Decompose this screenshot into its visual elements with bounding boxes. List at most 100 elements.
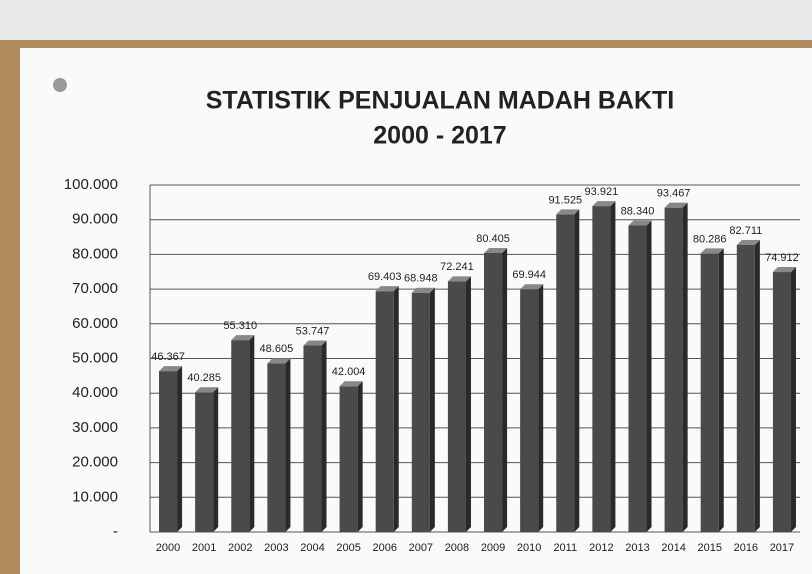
bar	[484, 248, 507, 532]
bar-front	[267, 363, 285, 532]
bar-front	[376, 291, 394, 532]
bar	[340, 381, 363, 532]
bar-side	[177, 366, 182, 532]
y-tick-label: 10.000	[72, 488, 118, 505]
chart-title: STATISTIK PENJUALAN MADAH BAKTI	[206, 87, 675, 115]
value-label: 80.286	[693, 233, 727, 245]
bar	[556, 209, 579, 532]
page: {"chart_data": {"type": "bar3d", "title"…	[0, 0, 812, 574]
bar	[520, 284, 543, 532]
bar-side	[213, 387, 218, 532]
y-tick-label: 30.000	[72, 419, 118, 436]
value-label: 91.525	[548, 194, 582, 206]
bar	[412, 288, 435, 532]
bar-front	[412, 293, 430, 532]
bar-side	[791, 267, 796, 532]
bar-side	[466, 276, 471, 532]
bar	[376, 286, 399, 532]
bar-front	[195, 392, 213, 532]
x-tick-label: 2003	[264, 542, 288, 554]
bar	[448, 276, 471, 532]
bar-front	[592, 206, 610, 532]
x-tick-label: 2000	[156, 542, 180, 554]
bar-front	[159, 371, 177, 532]
x-tick-label: 2002	[228, 542, 252, 554]
value-label: 93.467	[657, 188, 691, 200]
bar-side	[430, 288, 435, 532]
bar-front	[303, 345, 321, 532]
pin	[53, 78, 67, 92]
bar	[737, 240, 760, 532]
x-tick-label: 2017	[770, 542, 794, 554]
bar-front	[665, 208, 683, 532]
value-label: 74.912	[765, 252, 799, 264]
x-tick-label: 2001	[192, 542, 216, 554]
bar-side	[683, 203, 688, 532]
bar-side	[719, 248, 724, 532]
x-tick-label: 2016	[734, 542, 758, 554]
bar-side	[502, 248, 507, 532]
y-tick-label: 40.000	[72, 384, 118, 401]
bar-front	[737, 245, 755, 532]
bar-side	[285, 358, 290, 532]
value-label: 42.004	[332, 366, 366, 378]
x-tick-label: 2008	[445, 542, 469, 554]
bar	[159, 366, 182, 532]
bar-side	[358, 381, 363, 532]
y-tick-label: 70.000	[72, 280, 118, 297]
value-label: 46.367	[151, 351, 185, 363]
value-label: 72.241	[440, 261, 474, 273]
bar-side	[574, 209, 579, 532]
value-label: 55.310	[223, 320, 257, 332]
y-tick-label: 50.000	[72, 349, 118, 366]
bar-front	[556, 214, 574, 532]
value-label: 88.340	[621, 205, 655, 217]
bar-front	[484, 253, 502, 532]
y-tick-label: 90.000	[72, 211, 118, 228]
bar-front	[773, 272, 791, 532]
bar-side	[610, 201, 615, 532]
value-label: 69.944	[512, 269, 546, 281]
bar-front	[701, 253, 719, 532]
value-label: 68.948	[404, 273, 438, 285]
x-tick-label: 2006	[372, 542, 396, 554]
x-tick-label: 2012	[589, 542, 613, 554]
chart-subtitle: 2000 - 2017	[373, 122, 506, 150]
bar-front	[231, 340, 249, 532]
y-tick-label: 20.000	[72, 454, 118, 471]
x-tick-label: 2010	[517, 542, 541, 554]
bar-front	[628, 225, 646, 532]
x-tick-label: 2013	[625, 542, 649, 554]
bar-side	[394, 286, 399, 532]
value-label: 82.711	[729, 225, 762, 237]
value-label: 53.747	[296, 325, 330, 337]
x-tick-label: 2014	[661, 542, 685, 554]
bar	[701, 248, 724, 532]
x-tick-label: 2004	[300, 542, 324, 554]
y-tick-label: 60.000	[72, 315, 118, 332]
bar-side	[322, 340, 327, 532]
x-tick-label: 2009	[481, 542, 505, 554]
bar-side	[647, 220, 652, 532]
bar	[773, 267, 796, 532]
y-tick-label: 80.000	[72, 245, 118, 262]
y-tick-label: 100.000	[64, 176, 118, 193]
bar-front	[520, 289, 538, 532]
bar	[195, 387, 218, 532]
bar-side	[249, 335, 254, 532]
bar	[592, 201, 615, 532]
bar-front	[340, 386, 358, 532]
value-label: 93.921	[585, 186, 619, 198]
bar-side	[538, 284, 543, 532]
x-tick-label: 2015	[697, 542, 721, 554]
bar	[267, 358, 290, 532]
bar-side	[755, 240, 760, 532]
value-label: 40.285	[187, 372, 221, 384]
frame	[0, 0, 812, 40]
y-tick-label: -	[113, 523, 118, 540]
value-label: 48.605	[260, 343, 294, 355]
x-tick-label: 2005	[336, 542, 360, 554]
bar	[231, 335, 254, 532]
bar	[665, 203, 688, 532]
value-label: 69.403	[368, 271, 402, 283]
